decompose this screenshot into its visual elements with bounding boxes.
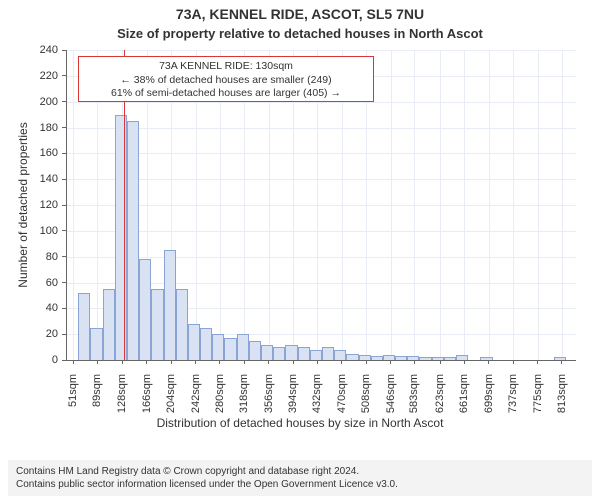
histogram-bar [188,324,200,360]
footer-line: Contains public sector information licen… [16,479,584,492]
grid-line-h [66,205,576,206]
chart-container: { "chart": { "type": "histogram", "title… [0,0,600,500]
xtick-label: 204sqm [165,374,177,424]
histogram-bar [127,121,139,360]
histogram-bar [224,338,236,360]
histogram-bar [322,347,334,360]
xtick-label: 89sqm [91,374,103,424]
xtick-label: 51sqm [67,374,79,424]
grid-line-v [464,50,465,360]
xtick-label: 699sqm [483,374,495,424]
x-axis-line [66,360,576,361]
grid-line-v [513,50,514,360]
xtick-label: 356sqm [263,374,275,424]
xtick-label: 166sqm [141,374,153,424]
chart-title-sub: Size of property relative to detached ho… [0,26,600,41]
xtick-label: 775sqm [532,374,544,424]
histogram-bar [298,347,310,360]
histogram-bar [103,289,115,360]
footer-line: Contains HM Land Registry data © Crown c… [16,466,584,479]
grid-line-v [562,50,563,360]
ytick-label: 60 [0,277,58,289]
xtick-label: 470sqm [336,374,348,424]
chart-title-main: 73A, KENNEL RIDE, ASCOT, SL5 7NU [0,6,600,22]
ytick-label: 20 [0,328,58,340]
grid-line-v [73,50,74,360]
histogram-bar [164,250,176,360]
xtick-label: 813sqm [556,374,568,424]
ytick-label: 220 [0,70,58,82]
annotation-line: 73A KENNEL RIDE: 130sqm [85,60,367,74]
xtick-label: 583sqm [408,374,420,424]
xtick-label: 432sqm [311,374,323,424]
histogram-bar [90,328,102,360]
grid-line-h [66,179,576,180]
grid-line-v [489,50,490,360]
ytick-label: 140 [0,173,58,185]
xtick-label: 280sqm [214,374,226,424]
grid-line-h [66,231,576,232]
grid-line-v [538,50,539,360]
histogram-bar [78,293,90,360]
xtick-label: 508sqm [360,374,372,424]
xtick-label: 394sqm [287,374,299,424]
grid-line-h [66,153,576,154]
xtick-label: 661sqm [458,374,470,424]
ytick-label: 100 [0,225,58,237]
histogram-bar [285,345,297,361]
histogram-bar [176,289,188,360]
histogram-bar [249,341,261,360]
xtick-label: 242sqm [190,374,202,424]
xtick-label: 737sqm [507,374,519,424]
xtick-label: 546sqm [385,374,397,424]
annotation-line: ← 38% of detached houses are smaller (24… [85,74,367,88]
histogram-bar [151,289,163,360]
histogram-bar [261,345,273,361]
ytick-label: 160 [0,147,58,159]
histogram-bar [273,347,285,360]
xtick-label: 623sqm [434,374,446,424]
grid-line-h [66,128,576,129]
histogram-bar [334,350,346,360]
annotation-line: 61% of semi-detached houses are larger (… [85,87,367,101]
footer-attribution: Contains HM Land Registry data © Crown c… [8,460,592,496]
xtick-label: 318sqm [238,374,250,424]
grid-line-v [440,50,441,360]
ytick-label: 80 [0,251,58,263]
grid-line-h [66,257,576,258]
ytick-label: 200 [0,96,58,108]
grid-line-h [66,50,576,51]
grid-line-v [414,50,415,360]
xtick-label: 128sqm [116,374,128,424]
histogram-bar [212,334,224,360]
ytick-label: 40 [0,302,58,314]
histogram-bar [200,328,212,360]
histogram-bar [237,334,249,360]
histogram-bar [310,350,322,360]
annotation-box: 73A KENNEL RIDE: 130sqm← 38% of detached… [78,56,374,102]
y-axis-line [66,50,67,360]
ytick-label: 120 [0,199,58,211]
histogram-bar [139,259,151,360]
grid-line-v [391,50,392,360]
ytick-label: 0 [0,354,58,366]
ytick-label: 240 [0,44,58,56]
ytick-label: 180 [0,122,58,134]
